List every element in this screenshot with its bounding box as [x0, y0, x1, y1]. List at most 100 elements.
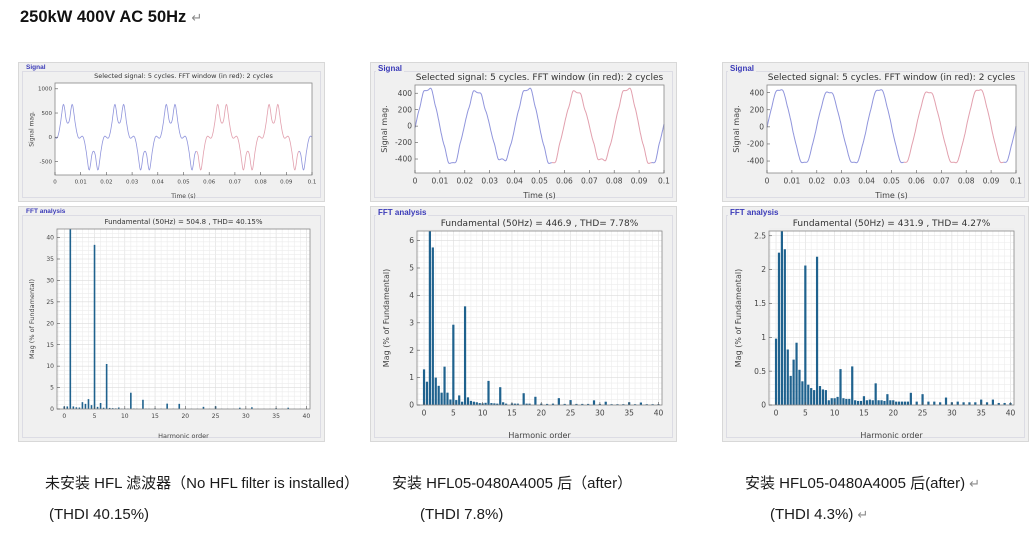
svg-text:2.5: 2.5 [754, 231, 766, 240]
figure-column-with-filter-2: Signal 0 0.01 0.02 0.03 0.04 0.05 0.06 0.07 0.08… [722, 0, 1034, 534]
svg-text:0.02: 0.02 [808, 177, 825, 186]
svg-text:0.1: 0.1 [308, 180, 317, 186]
svg-text:0: 0 [422, 409, 427, 418]
svg-text:400: 400 [750, 88, 765, 97]
signal-waveform-plot: 0 0.01 0.02 0.03 0.04 0.05 0.06 0.07 0.08 0.09 0.1… [28, 72, 317, 200]
svg-text:0.07: 0.07 [933, 177, 950, 186]
svg-text:0: 0 [50, 406, 54, 413]
svg-text:5: 5 [50, 385, 54, 392]
svg-text:Fundamental (50Hz) = 504.8 , T: Fundamental (50Hz) = 504.8 , THD= 40.15% [104, 218, 262, 226]
svg-text:0: 0 [409, 401, 414, 410]
figure-column-no-filter: Signal 0 0.01 0.02 0.03 0.04 0.05 0.06 0.07 0.08… [18, 0, 359, 534]
svg-text:1000: 1000 [38, 87, 52, 93]
svg-text:Signal mag.: Signal mag. [380, 105, 389, 152]
svg-text:15: 15 [46, 342, 54, 349]
fft-harmonics-plot: 0 5 10 15 20 25 30 35 40 0 5 10 15 20 25 30 35 40 Fundamen… [28, 218, 311, 440]
figure-caption: 安装 HFL05-0480A4005 后（after） (THDI 7.8%) [370, 472, 700, 523]
caption-line-1: 安装 HFL05-0480A4005 后（after） [370, 472, 700, 493]
svg-text:500: 500 [42, 111, 53, 117]
svg-text:30: 30 [595, 409, 605, 418]
svg-text:40: 40 [46, 235, 54, 242]
svg-text:0.08: 0.08 [254, 180, 267, 186]
signal-groupbox-label: Signal [728, 64, 757, 73]
svg-text:10: 10 [830, 409, 840, 418]
svg-text:40: 40 [1006, 409, 1016, 418]
svg-text:0: 0 [413, 177, 418, 186]
svg-text:Signal mag.: Signal mag. [732, 105, 741, 152]
caption-text: 安装 HFL05-0480A4005 后（after） [392, 475, 633, 492]
signal-panel: Signal 0 0.01 0.02 0.03 0.04 0.05 0.06 0.07 0.08… [370, 62, 677, 202]
fft-groupbox-label: FFT analysis [24, 208, 68, 215]
svg-text:5: 5 [451, 409, 456, 418]
svg-text:Time (s): Time (s) [874, 191, 908, 200]
svg-text:0.5: 0.5 [754, 367, 766, 376]
thdi-value: (THDI 40.15%) [49, 506, 150, 523]
svg-text:0.07: 0.07 [581, 177, 598, 186]
svg-text:15: 15 [507, 409, 517, 418]
svg-text:0: 0 [49, 135, 53, 141]
svg-text:200: 200 [398, 105, 413, 114]
svg-text:0.07: 0.07 [229, 180, 242, 186]
paragraph-mark-icon: ↵ [191, 10, 203, 25]
svg-text:0.09: 0.09 [983, 177, 1000, 186]
caption-line-2: (THDI 40.15%) [18, 506, 348, 523]
svg-text:0.08: 0.08 [606, 177, 623, 186]
svg-text:0.08: 0.08 [958, 177, 975, 186]
svg-text:2: 2 [761, 265, 766, 274]
svg-text:30: 30 [947, 409, 957, 418]
caption-line-1: 未安装 HFL 滤波器（No HFL filter is installed） [18, 472, 359, 493]
svg-text:0: 0 [407, 122, 412, 131]
svg-text:1: 1 [409, 373, 414, 382]
svg-text:25: 25 [918, 409, 928, 418]
fft-groupbox-label: FFT analysis [376, 208, 429, 217]
svg-text:0: 0 [761, 401, 766, 410]
svg-text:0: 0 [62, 413, 66, 420]
svg-text:0.02: 0.02 [100, 180, 112, 186]
svg-text:-200: -200 [747, 140, 764, 149]
svg-text:0.04: 0.04 [152, 180, 165, 186]
figure-caption: 未安装 HFL 滤波器（No HFL filter is installed） … [18, 472, 359, 523]
svg-text:15: 15 [859, 409, 869, 418]
caption-line-2: (THDI 7.8%) [370, 506, 700, 523]
caption-line-2: (THDI 4.3%) ↵ [722, 506, 1034, 523]
figure-caption: 安装 HFL05-0480A4005 后(after) ↵ (THDI 4.3%)… [722, 472, 1034, 523]
svg-text:40: 40 [303, 413, 311, 420]
svg-text:0.02: 0.02 [456, 177, 473, 186]
svg-text:25: 25 [46, 299, 54, 306]
svg-text:25: 25 [566, 409, 576, 418]
svg-text:5: 5 [93, 413, 97, 420]
svg-text:-400: -400 [747, 157, 764, 166]
svg-text:Selected signal: 5 cycles. FFT: Selected signal: 5 cycles. FFT window (i… [416, 73, 664, 83]
fft-panel: FFT analysis 0 5 10 15 20 25 30 35 40 0 5 10 15 20 25 3… [18, 206, 325, 442]
svg-text:25: 25 [212, 413, 220, 420]
svg-text:35: 35 [272, 413, 280, 420]
svg-text:Harmonic order: Harmonic order [860, 431, 923, 440]
svg-text:20: 20 [536, 409, 546, 418]
svg-text:200: 200 [750, 105, 765, 114]
svg-text:0.05: 0.05 [177, 180, 190, 186]
svg-text:400: 400 [398, 89, 413, 98]
caption-text: 未安装 HFL 滤波器（No HFL filter is installed） [45, 475, 359, 492]
svg-text:30: 30 [242, 413, 250, 420]
signal-waveform-plot: 0 0.01 0.02 0.03 0.04 0.05 0.06 0.07 0.08 0.09 0.1… [380, 73, 670, 200]
fft-harmonics-plot: 0 5 10 15 20 25 30 35 40 0 0.5 1 1.5 2 2.5 Fundamental … [734, 219, 1016, 440]
svg-text:0: 0 [765, 177, 770, 186]
signal-panel: Signal 0 0.01 0.02 0.03 0.04 0.05 0.06 0.07 0.08… [722, 62, 1029, 202]
svg-text:Mag (% of Fundamental): Mag (% of Fundamental) [28, 279, 36, 359]
svg-text:10: 10 [46, 363, 54, 370]
svg-text:10: 10 [478, 409, 488, 418]
paragraph-mark-icon: ↵ [969, 476, 981, 491]
signal-panel: Signal 0 0.01 0.02 0.03 0.04 0.05 0.06 0.07 0.08… [18, 62, 325, 202]
svg-text:35: 35 [624, 409, 634, 418]
figure-column-with-filter-1: Signal 0 0.01 0.02 0.03 0.04 0.05 0.06 0.07 0.08… [370, 0, 682, 534]
svg-text:0.05: 0.05 [531, 177, 548, 186]
signal-groupbox-label: Signal [376, 64, 405, 73]
svg-text:0.01: 0.01 [75, 180, 87, 186]
svg-text:3: 3 [409, 318, 414, 327]
svg-text:0: 0 [53, 180, 57, 186]
svg-text:0.05: 0.05 [883, 177, 900, 186]
svg-text:Time (s): Time (s) [170, 193, 195, 200]
svg-text:0.01: 0.01 [784, 177, 801, 186]
svg-text:5: 5 [803, 409, 808, 418]
fft-harmonics-plot: 0 5 10 15 20 25 30 35 40 0 1 2 3 4 5 6 Fundamental (50Hz… [382, 219, 663, 440]
